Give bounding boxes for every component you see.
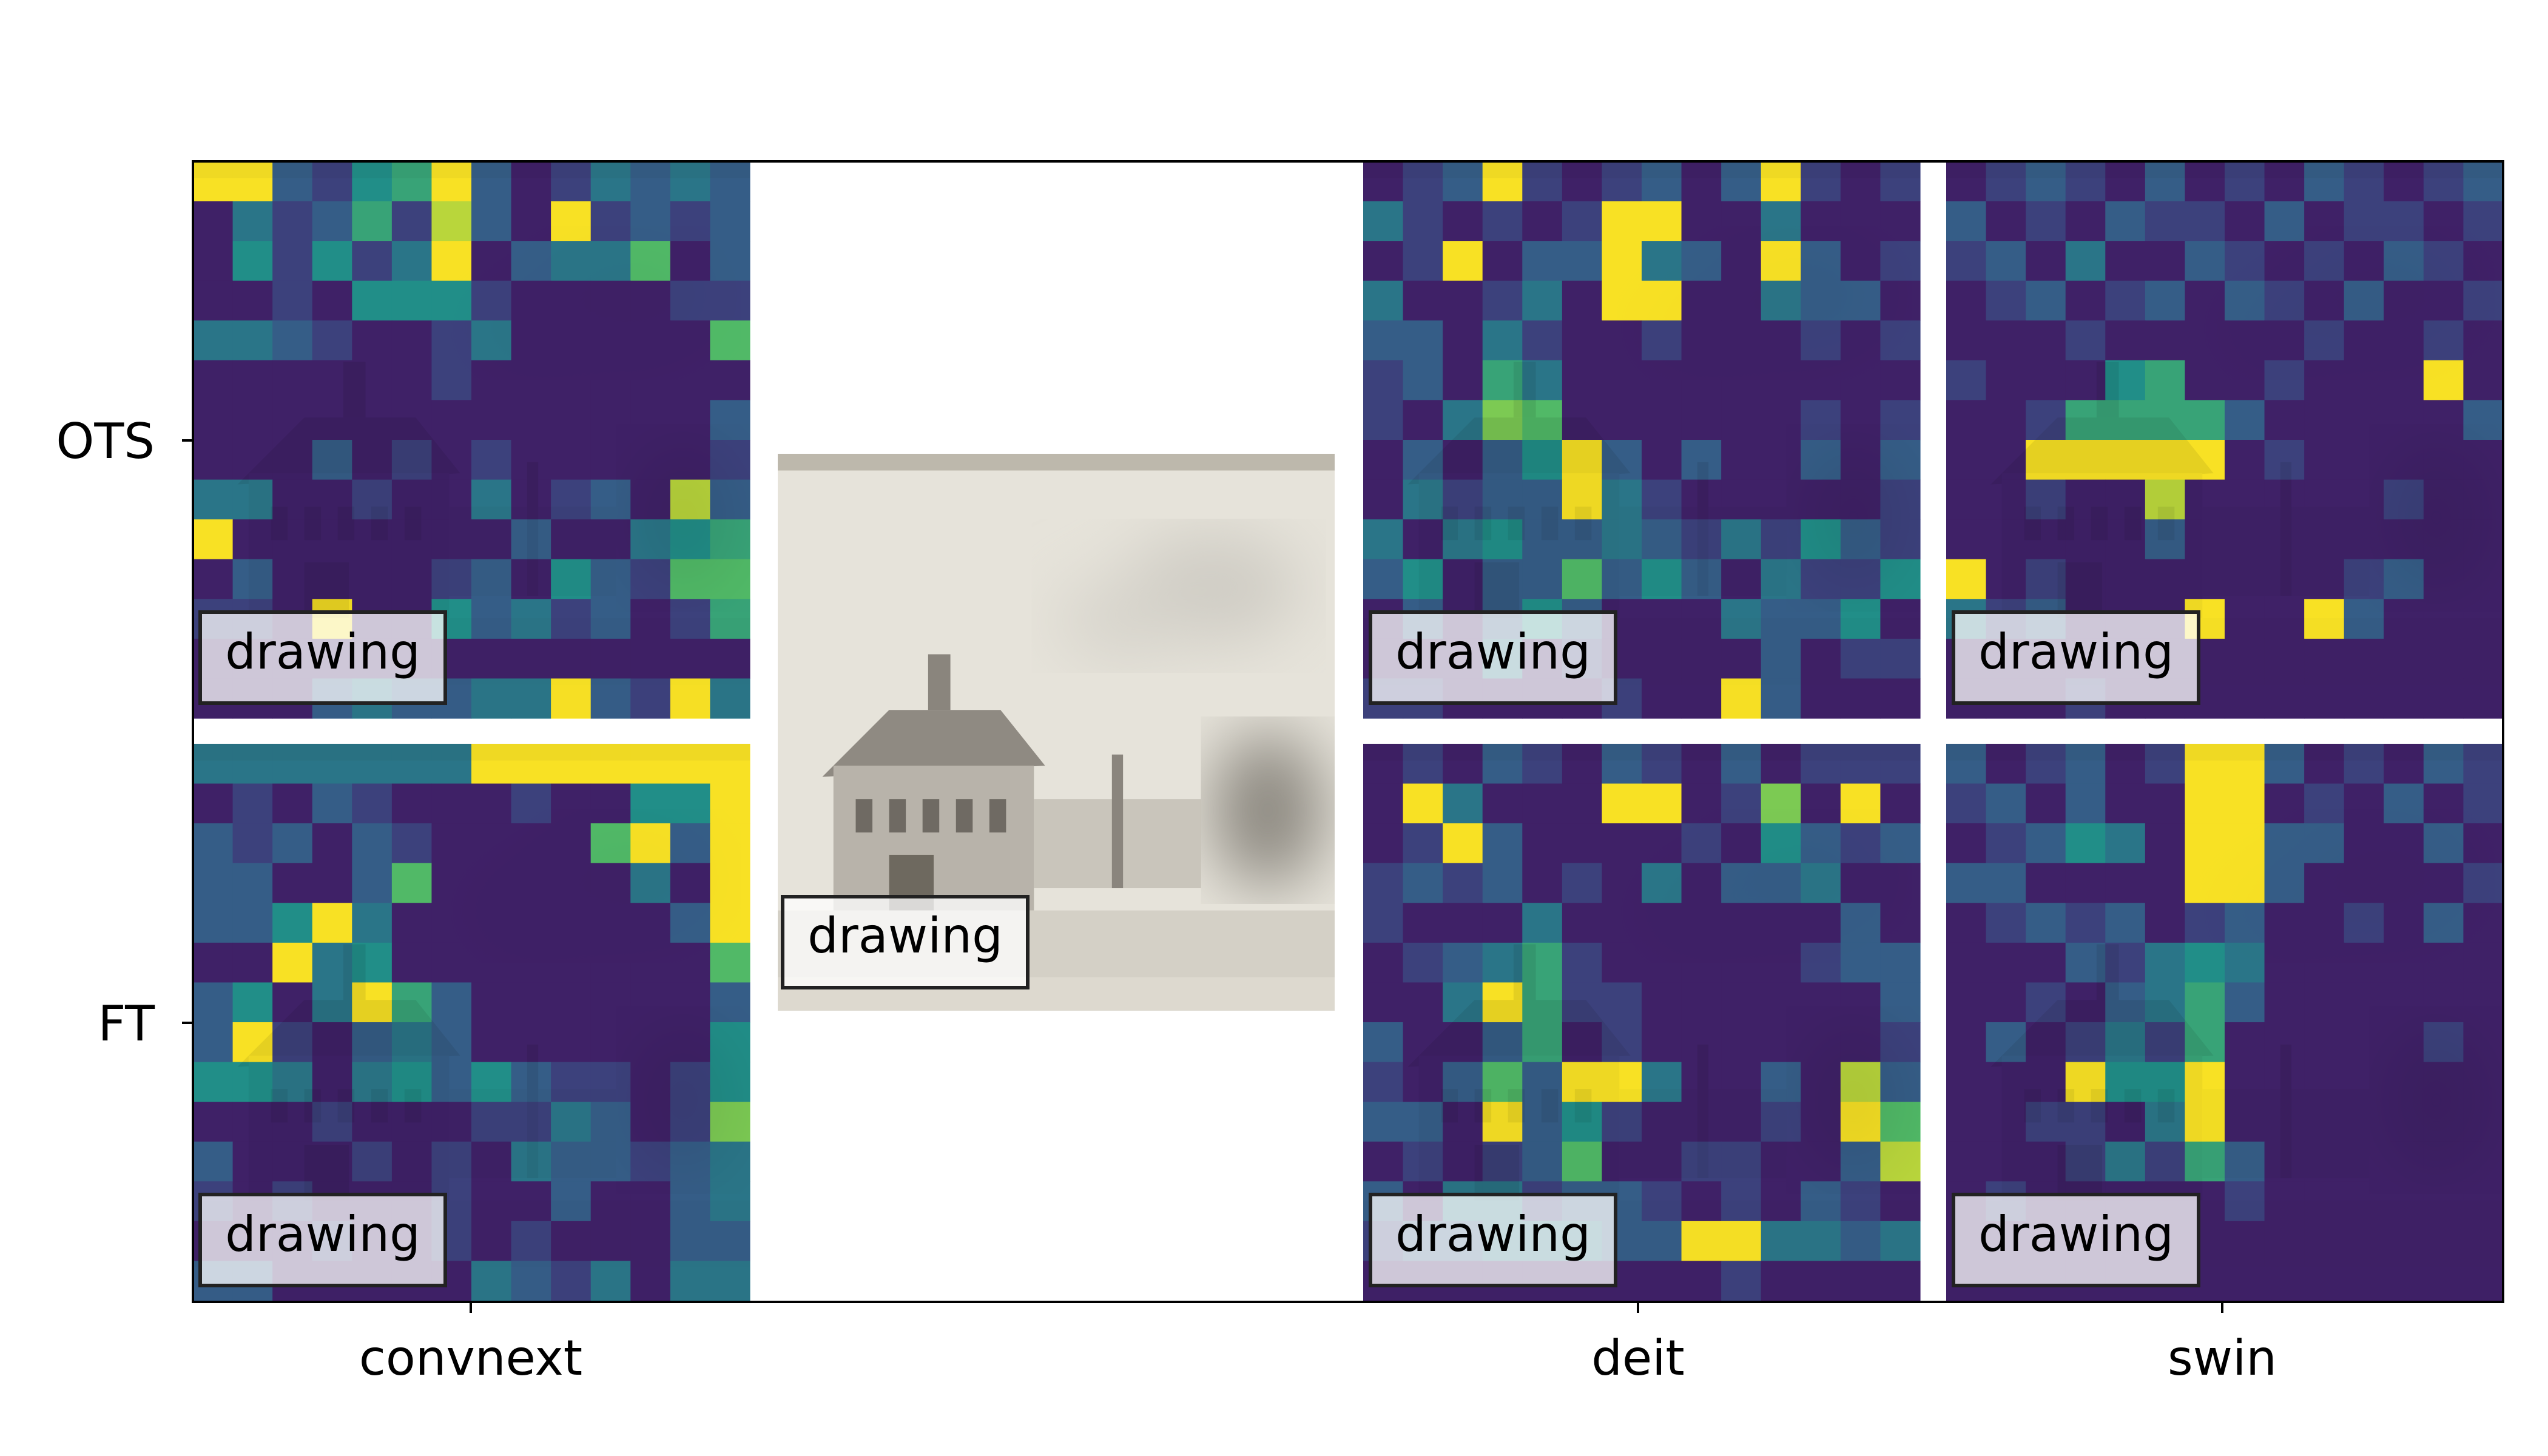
y-axis: OTS FT	[56, 413, 193, 1052]
center-image: drawing	[778, 454, 1335, 1011]
x-axis: convnext deit swin	[359, 1302, 2277, 1386]
prediction-label: drawing	[1395, 624, 1591, 680]
axes-frame	[192, 160, 2504, 1303]
heatmap-panels: drawing drawing drawing drawing drawing drawi…	[193, 161, 2504, 1301]
prediction-label: drawing	[1978, 1206, 2174, 1262]
prediction-label: drawing	[1978, 624, 2174, 680]
center-image-label: drawing	[807, 908, 1003, 964]
prediction-label-box	[198, 610, 447, 705]
prediction-label-box	[1369, 1193, 1617, 1287]
prediction-label-box	[1952, 1193, 2200, 1287]
prediction-label: drawing	[1395, 1206, 1591, 1262]
x-tick-label-convnext: convnext	[359, 1330, 582, 1386]
prediction-label: drawing	[225, 1206, 420, 1262]
y-tick-label-ots: OTS	[56, 413, 155, 470]
panel-swin-ft: drawing	[1946, 744, 2504, 1301]
prediction-label-box	[1369, 610, 1617, 705]
panel-swin-ots: drawing	[1946, 161, 2504, 719]
panel-deit-ft: drawing	[1363, 744, 1921, 1301]
panel-convnext-ft: drawing	[193, 744, 750, 1301]
panel-convnext-ots: drawing	[193, 161, 750, 719]
x-tick-label-deit: deit	[1591, 1330, 1685, 1386]
panel-deit-ots: drawing	[1363, 161, 1921, 719]
x-tick-label-swin: swin	[2168, 1330, 2277, 1386]
y-tick-label-ft: FT	[98, 996, 156, 1052]
prediction-label: drawing	[225, 624, 420, 680]
prediction-label-box	[1952, 610, 2200, 705]
prediction-label-box	[198, 1193, 447, 1287]
